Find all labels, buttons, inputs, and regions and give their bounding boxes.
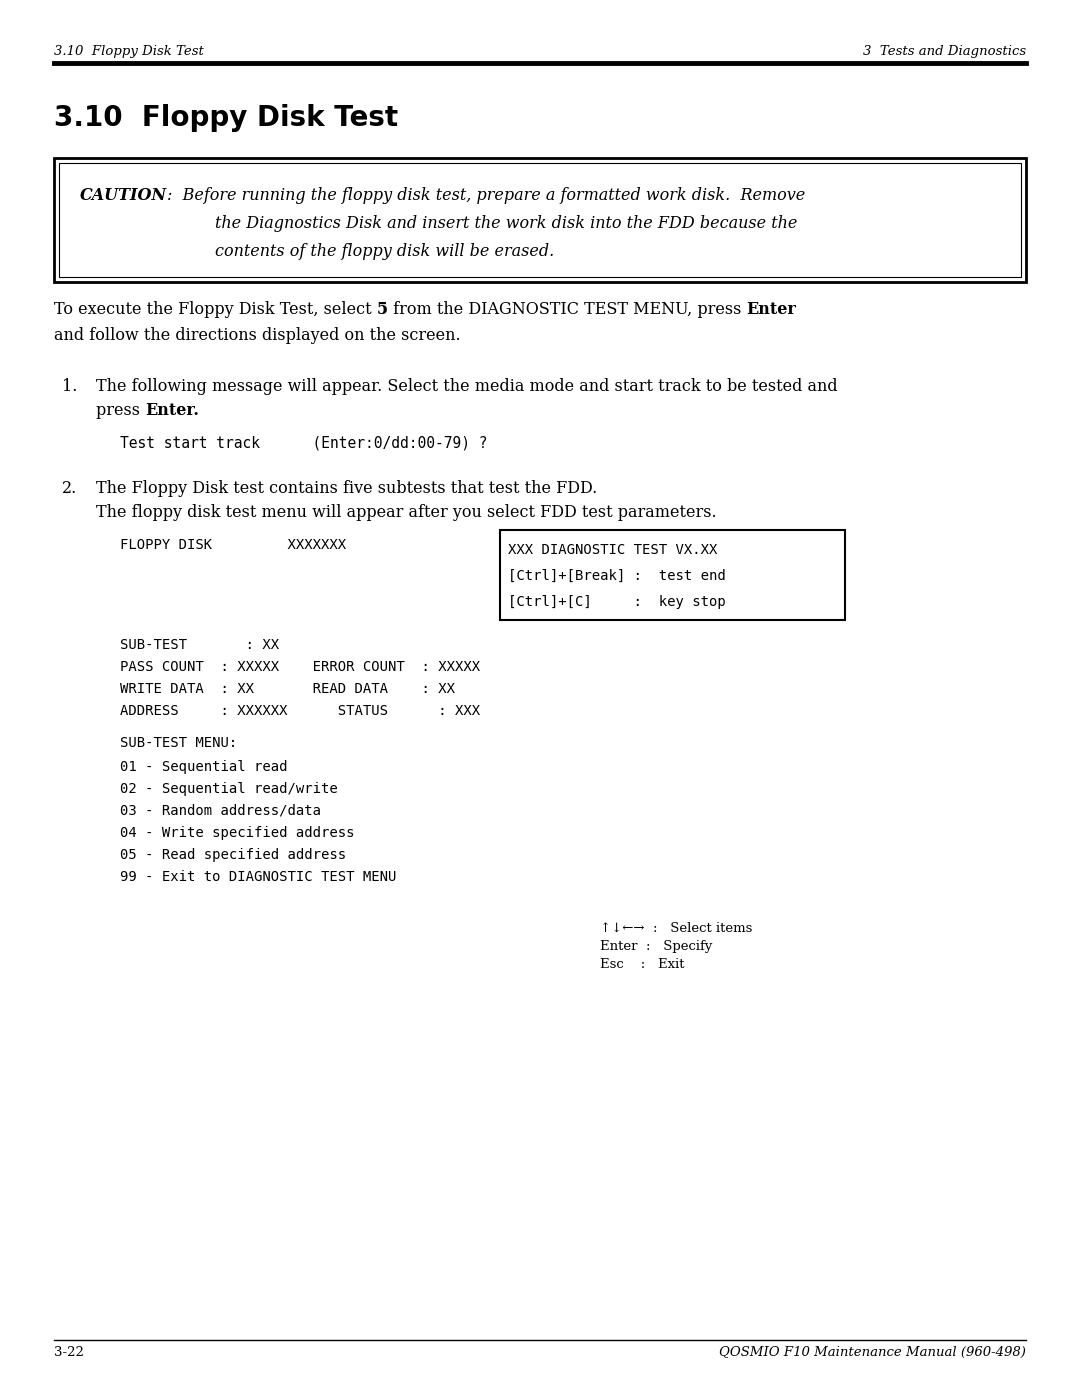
Text: press: press (96, 402, 145, 419)
Text: XXX DIAGNOSTIC TEST VX.XX: XXX DIAGNOSTIC TEST VX.XX (508, 543, 717, 557)
Bar (59, 163, 1021, 277)
Text: WRITE DATA  : XX       READ DATA    : XX: WRITE DATA : XX READ DATA : XX (120, 682, 455, 696)
Text: 3-22: 3-22 (54, 1345, 84, 1358)
Bar (500, 529, 845, 620)
Text: 99 - Exit to DIAGNOSTIC TEST MENU: 99 - Exit to DIAGNOSTIC TEST MENU (120, 870, 396, 884)
Bar (54, 158, 1026, 282)
Text: Enter  :   Specify: Enter : Specify (600, 940, 713, 953)
Text: contents of the floppy disk will be erased.: contents of the floppy disk will be eras… (215, 243, 554, 260)
Text: FLOPPY DISK         XXXXXXX: FLOPPY DISK XXXXXXX (120, 538, 346, 552)
Text: [Ctrl]+[Break] :  test end: [Ctrl]+[Break] : test end (508, 569, 726, 583)
Text: Enter.: Enter. (145, 402, 199, 419)
Text: 01 - Sequential read: 01 - Sequential read (120, 760, 287, 774)
Text: 3.10  Floppy Disk Test: 3.10 Floppy Disk Test (54, 103, 399, 131)
Text: Esc    :   Exit: Esc : Exit (600, 958, 685, 971)
Text: SUB-TEST       : XX: SUB-TEST : XX (120, 638, 279, 652)
Text: CAUTION: CAUTION (80, 187, 167, 204)
Text: the Diagnostics Disk and insert the work disk into the FDD because the: the Diagnostics Disk and insert the work… (215, 215, 797, 232)
Text: ADDRESS     : XXXXXX      STATUS      : XXX: ADDRESS : XXXXXX STATUS : XXX (120, 704, 481, 718)
Text: :  Before running the floppy disk test, prepare a formatted work disk.  Remove: : Before running the floppy disk test, p… (167, 187, 806, 204)
Text: 02 - Sequential read/write: 02 - Sequential read/write (120, 782, 338, 796)
Text: 04 - Write specified address: 04 - Write specified address (120, 826, 354, 840)
Text: 1.: 1. (62, 379, 78, 395)
Text: [Ctrl]+[C]     :  key stop: [Ctrl]+[C] : key stop (508, 595, 726, 609)
Text: The floppy disk test menu will appear after you select FDD test parameters.: The floppy disk test menu will appear af… (96, 504, 717, 521)
Text: ↑↓←→  :   Select items: ↑↓←→ : Select items (600, 922, 753, 935)
Text: and follow the directions displayed on the screen.: and follow the directions displayed on t… (54, 327, 461, 345)
Text: PASS COUNT  : XXXXX    ERROR COUNT  : XXXXX: PASS COUNT : XXXXX ERROR COUNT : XXXXX (120, 659, 481, 673)
Text: SUB-TEST MENU:: SUB-TEST MENU: (120, 736, 238, 750)
Text: QOSMIO F10 Maintenance Manual (960-498): QOSMIO F10 Maintenance Manual (960-498) (719, 1345, 1026, 1358)
Text: The following message will appear. Select the media mode and start track to be t: The following message will appear. Selec… (96, 379, 838, 395)
Text: 2.: 2. (62, 481, 78, 497)
Text: 5: 5 (377, 302, 388, 319)
Text: 3.10  Floppy Disk Test: 3.10 Floppy Disk Test (54, 46, 204, 59)
Text: from the DIAGNOSTIC TEST MENU, press: from the DIAGNOSTIC TEST MENU, press (388, 302, 746, 319)
Text: 3  Tests and Diagnostics: 3 Tests and Diagnostics (863, 46, 1026, 59)
Text: To execute the Floppy Disk Test, select: To execute the Floppy Disk Test, select (54, 302, 377, 319)
Text: 05 - Read specified address: 05 - Read specified address (120, 848, 346, 862)
Text: The Floppy Disk test contains five subtests that test the FDD.: The Floppy Disk test contains five subte… (96, 481, 597, 497)
Text: 03 - Random address/data: 03 - Random address/data (120, 805, 321, 819)
Text: Enter: Enter (746, 302, 796, 319)
Text: Test start track      (Enter:0/dd:00-79) ?: Test start track (Enter:0/dd:00-79) ? (120, 436, 487, 451)
